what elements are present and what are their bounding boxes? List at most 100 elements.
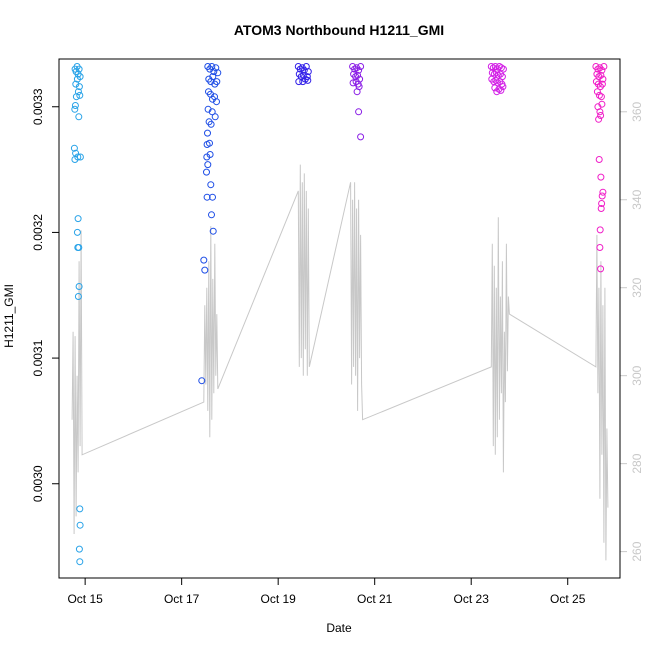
data-point xyxy=(295,78,303,86)
data-point xyxy=(354,71,362,79)
data-point xyxy=(71,156,79,163)
scatter-series-2 xyxy=(198,63,222,385)
data-point xyxy=(599,188,607,196)
data-point xyxy=(201,266,209,274)
data-point xyxy=(76,558,84,566)
data-point xyxy=(597,173,605,181)
scatter-series-3 xyxy=(294,63,312,86)
x-tick-label: Oct 25 xyxy=(550,592,586,606)
data-point xyxy=(204,161,212,169)
data-point xyxy=(596,244,604,251)
data-point xyxy=(207,120,215,128)
data-point xyxy=(208,211,215,219)
data-point xyxy=(597,71,605,79)
data-point xyxy=(355,108,363,116)
data-point xyxy=(595,115,603,123)
data-point xyxy=(75,113,83,121)
data-point xyxy=(75,283,83,290)
data-point xyxy=(499,65,507,73)
data-point xyxy=(76,521,84,529)
data-point xyxy=(596,108,604,116)
data-point xyxy=(75,65,83,73)
data-point xyxy=(213,78,221,86)
y2-tick-label: 280 xyxy=(630,453,644,473)
data-point xyxy=(499,83,507,91)
data-point xyxy=(75,545,83,553)
data-point xyxy=(207,181,215,189)
data-point xyxy=(357,133,365,141)
data-point xyxy=(598,192,606,200)
data-point xyxy=(71,105,79,113)
data-point xyxy=(497,86,505,94)
data-point xyxy=(76,91,84,99)
data-point xyxy=(598,80,606,88)
data-point xyxy=(203,193,211,201)
data-point xyxy=(204,129,211,137)
data-point xyxy=(74,293,82,300)
data-point xyxy=(209,193,216,201)
data-point xyxy=(597,112,605,119)
data-point xyxy=(303,73,311,81)
data-point xyxy=(74,88,82,96)
data-point xyxy=(75,83,83,91)
y2-tick-label: 300 xyxy=(630,365,644,385)
chart-title: ATOM3 Northbound H1211_GMI xyxy=(234,22,444,38)
scatter-series-6 xyxy=(592,63,608,273)
elevation-line xyxy=(71,164,609,561)
y-tick-label: 0.0031 xyxy=(31,339,45,376)
data-point xyxy=(74,215,82,223)
data-point xyxy=(493,88,501,96)
x-axis-label: Date xyxy=(326,621,352,635)
data-point xyxy=(73,228,81,236)
x-tick-label: Oct 21 xyxy=(357,592,393,606)
data-point xyxy=(351,65,359,73)
elevation-line-layer xyxy=(71,164,609,561)
y2-tick-label: 340 xyxy=(630,189,644,209)
data-point xyxy=(203,141,211,148)
data-point xyxy=(353,88,361,96)
data-point xyxy=(596,226,604,234)
data-point xyxy=(73,75,81,83)
y-tick-label: 0.0032 xyxy=(31,214,45,251)
data-point xyxy=(210,68,218,76)
y-tick-label: 0.0030 xyxy=(31,465,45,502)
y-tick-label: 0.0033 xyxy=(31,88,45,125)
y2-tick-label: 320 xyxy=(630,277,644,297)
data-point xyxy=(597,205,605,212)
data-point xyxy=(213,98,220,106)
data-point xyxy=(198,377,206,385)
data-point xyxy=(203,153,211,161)
data-point xyxy=(595,91,603,99)
data-point xyxy=(300,66,308,74)
data-point xyxy=(70,144,78,152)
data-point xyxy=(304,68,312,76)
data-point xyxy=(200,256,208,264)
data-point xyxy=(71,102,79,109)
data-point xyxy=(208,108,216,116)
data-point xyxy=(595,156,603,163)
data-point xyxy=(598,200,606,207)
data-point xyxy=(594,65,602,73)
x-tick-label: Oct 15 xyxy=(67,592,103,606)
data-point xyxy=(299,78,307,86)
x-tick-label: Oct 19 xyxy=(260,592,296,606)
scatter-series-1 xyxy=(70,63,84,566)
y-axis-label: H1211_GMI xyxy=(2,284,16,348)
data-point xyxy=(600,63,608,70)
scatter-series-4 xyxy=(349,63,365,141)
data-point xyxy=(211,113,219,121)
data-point xyxy=(209,227,217,235)
data-point xyxy=(357,63,365,70)
data-point xyxy=(76,505,84,513)
plot-frame xyxy=(58,58,621,579)
scatter-point-layer xyxy=(70,63,608,566)
data-point xyxy=(597,265,605,273)
data-point xyxy=(203,168,210,176)
y2-tick-label: 360 xyxy=(630,101,644,121)
data-point xyxy=(598,66,606,74)
data-point xyxy=(593,88,601,96)
data-point xyxy=(597,93,605,101)
data-point xyxy=(599,75,607,83)
data-point xyxy=(76,153,84,161)
